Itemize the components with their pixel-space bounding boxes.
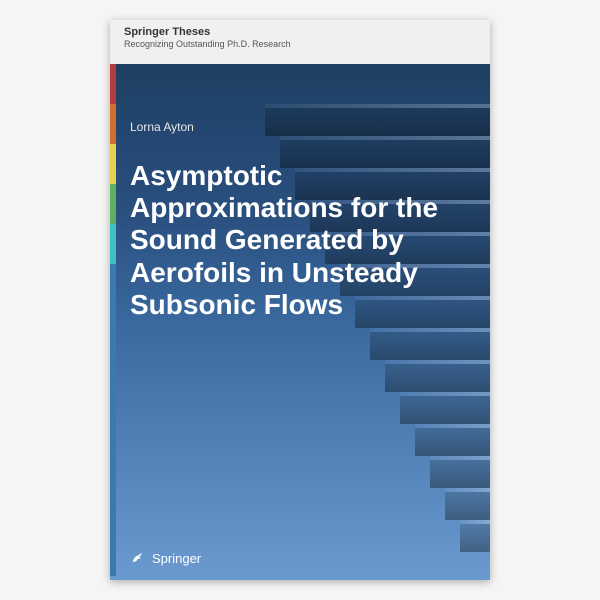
color-strip-segment (110, 224, 116, 264)
stair-step (400, 392, 490, 424)
series-title: Springer Theses (124, 26, 476, 38)
author-name: Lorna Ayton (130, 120, 194, 134)
stair-step (460, 520, 490, 552)
color-strip-segment (110, 264, 116, 576)
main-title: Asymptotic Approximations for the Sound … (130, 160, 460, 321)
stair-step (430, 456, 490, 488)
stair-step (385, 360, 490, 392)
color-strip-segment (110, 144, 116, 184)
stair-step (265, 104, 490, 136)
stair-step (445, 488, 490, 520)
stair-step (370, 328, 490, 360)
series-bar: Springer Theses Recognizing Outstanding … (110, 20, 490, 64)
color-strip (110, 64, 116, 576)
publisher: Springer (130, 550, 201, 566)
color-strip-segment (110, 104, 116, 144)
publisher-name: Springer (152, 551, 201, 566)
stair-step (415, 424, 490, 456)
book-cover: Springer Theses Recognizing Outstanding … (110, 20, 490, 580)
springer-horse-icon (130, 550, 146, 566)
color-strip-segment (110, 64, 116, 104)
series-subtitle: Recognizing Outstanding Ph.D. Research (124, 39, 476, 49)
color-strip-segment (110, 184, 116, 224)
